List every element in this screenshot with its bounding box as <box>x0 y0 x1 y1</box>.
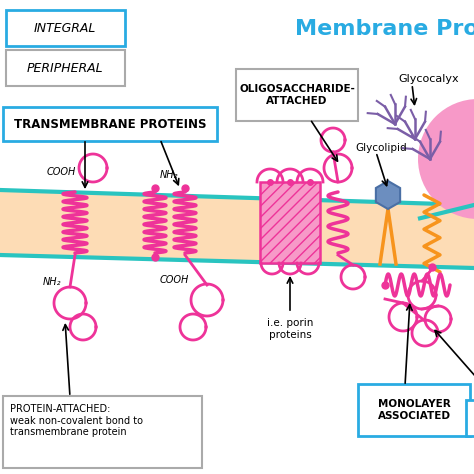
FancyBboxPatch shape <box>236 69 358 121</box>
FancyBboxPatch shape <box>3 396 202 468</box>
Bar <box>260 182 320 263</box>
Text: PROTEIN-ATTACHED:
weak non-covalent bond to
transmembrane protein: PROTEIN-ATTACHED: weak non-covalent bond… <box>10 404 143 437</box>
Polygon shape <box>0 190 474 268</box>
Polygon shape <box>376 181 400 209</box>
Text: i.e. porin
proteins: i.e. porin proteins <box>267 318 313 339</box>
FancyBboxPatch shape <box>6 50 125 86</box>
Text: MONOLAYER
ASSOCIATED: MONOLAYER ASSOCIATED <box>377 399 450 421</box>
FancyBboxPatch shape <box>6 10 125 46</box>
Text: OLIGOSACCHARIDE-
ATTACHED: OLIGOSACCHARIDE- ATTACHED <box>239 84 355 106</box>
Text: TRANSMEMBRANE PROTEINS: TRANSMEMBRANE PROTEINS <box>14 118 206 130</box>
Text: COOH: COOH <box>47 167 76 177</box>
Text: NH₂: NH₂ <box>160 170 179 180</box>
Text: NH₂: NH₂ <box>43 277 62 287</box>
FancyBboxPatch shape <box>3 107 217 141</box>
FancyBboxPatch shape <box>466 400 474 436</box>
Text: Membrane Proteins: Membrane Proteins <box>295 19 474 39</box>
Text: Glycocalyx: Glycocalyx <box>398 74 459 84</box>
Text: Glycolipid: Glycolipid <box>355 143 407 153</box>
Circle shape <box>418 99 474 219</box>
Text: INTEGRAL: INTEGRAL <box>34 21 96 35</box>
Text: PERIPHERAL: PERIPHERAL <box>27 62 103 74</box>
FancyBboxPatch shape <box>358 384 470 436</box>
Text: COOH: COOH <box>160 275 190 285</box>
